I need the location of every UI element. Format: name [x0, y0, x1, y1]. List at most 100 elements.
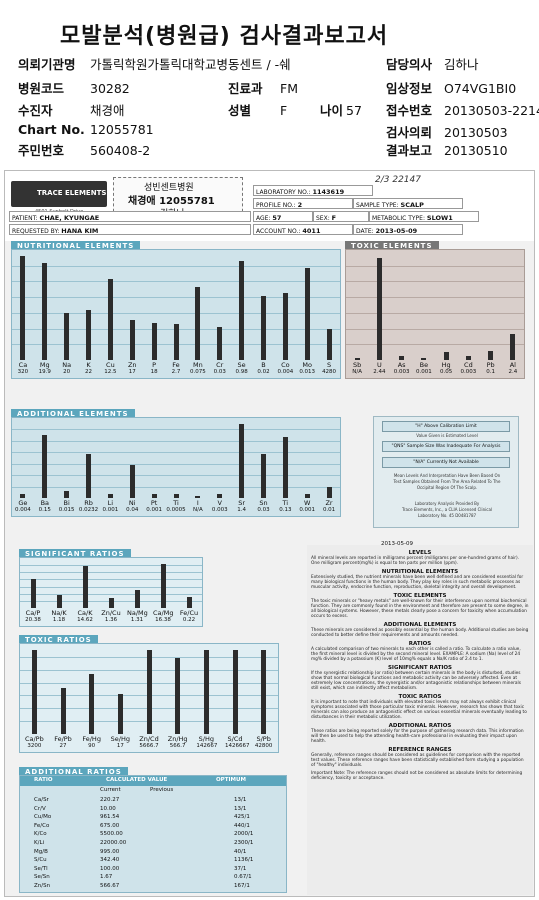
value-label: 0.0005 — [166, 507, 186, 513]
table-cell: 40/1 — [234, 848, 247, 855]
grid-line — [12, 265, 340, 267]
info-value: F — [280, 103, 288, 118]
info-label: 임상정보 — [386, 81, 433, 96]
bar-na-k — [56, 594, 62, 608]
table-cell: 13/1 — [234, 797, 247, 803]
info-field: 병원코드 30282 — [18, 78, 130, 97]
table-row: S/Cu 342.40 1136/1 — [20, 856, 286, 866]
category-label: Zn/Cu — [101, 609, 121, 617]
info-value: 가톨릭학원가톨릭대학교병동센트 / -쉐 — [90, 57, 291, 72]
bar-u — [376, 258, 382, 360]
value-label: 17 — [116, 743, 124, 749]
value-label: 2.44 — [373, 369, 386, 375]
notes-panel: LEVELS All mineral levels are reported i… — [307, 545, 533, 895]
table-cell: 2000/1 — [234, 831, 254, 838]
info-value: 57 — [346, 103, 362, 118]
metabolic-label: METABOLIC TYPE: — [372, 215, 425, 222]
info-value: O74VG1BI0 — [444, 81, 517, 96]
category-label: Ni — [128, 499, 136, 507]
category-label: Be — [419, 361, 429, 369]
value-label: 566.7 — [169, 743, 186, 749]
value-label: 142667 — [196, 743, 218, 749]
bar-fe-hg — [89, 673, 95, 734]
legend-na-text: "N/A" Currently Not Available — [413, 460, 479, 465]
value-label: 0.004 — [277, 369, 294, 375]
value-label: 2.7 — [171, 369, 181, 375]
date-cell: DATE: 2013-05-09 — [353, 224, 463, 235]
category-label: Fe/Hg — [82, 735, 101, 743]
legend-na: "N/A" Currently Not Available — [382, 457, 510, 468]
value-label: 1.31 — [130, 617, 144, 623]
bar-p — [151, 322, 157, 360]
value-label: 1426667 — [225, 743, 250, 749]
bar-ge — [20, 494, 26, 498]
additional-elements-chart: Ge 0.004 Ba 0.15 Bi 0.015 Rb 0.0232 Li 0.001 Ni 0.0… — [11, 417, 341, 517]
bar-s-cd — [232, 650, 238, 734]
bar-ca-pb — [31, 650, 37, 734]
age-label: AGE: — [256, 215, 271, 222]
table-cell: 342.40 — [100, 857, 120, 864]
toxic-elements-chart: Sb N/A U 2.44 As 0.003 Be 0.001 Hg 0.05 Cd 0.003 Pb 0… — [345, 249, 525, 379]
table-cell: 1.67 — [100, 874, 113, 881]
value-label: 0.013 — [299, 369, 316, 375]
value-label: N/A — [192, 507, 203, 513]
note-levels-text: All mineral levels are reported in milli… — [311, 556, 520, 566]
value-label: 0.13 — [279, 507, 292, 513]
info-value: 20130503-22147 — [444, 103, 539, 118]
bar-mo — [304, 268, 310, 360]
handwritten-note: 2/3 22147 — [375, 175, 421, 185]
value-label: 2.4 — [508, 369, 518, 375]
table-cell: 440/1 — [234, 822, 250, 829]
grid-line — [346, 344, 524, 346]
table-cell: 2300/1 — [234, 840, 254, 846]
category-label: Co — [281, 361, 290, 369]
bar-mg — [42, 263, 48, 360]
table-row: Cr/V 10.00 13/1 — [20, 805, 286, 815]
ratio-table-heading: OPTIMUM — [216, 777, 246, 783]
lab-no-value: 1143619 — [312, 188, 345, 196]
legend-mean-2: Test Samples Obtained From The Area Rela… — [393, 479, 501, 484]
category-label: V — [217, 499, 222, 507]
value-label: 0.075 — [189, 369, 206, 375]
info-label: 진료과 — [228, 81, 263, 96]
additional-ratios-table: RATIO CALCULATED VALUE OPTIMUM Current Previ… — [19, 775, 287, 893]
info-value: 12055781 — [90, 122, 154, 137]
note-additional-ratios-text: These ratios are being reported solely f… — [311, 729, 524, 744]
value-label: 0.1 — [486, 369, 495, 375]
toxic-ratios-chart: Ca/Pb 3200 Fe/Pb 27 Fe/Hg 90 Se/Hg 17 Zn/Cd 5666.… — [19, 643, 279, 753]
info-field: 검사의뢰 20130503 — [386, 122, 508, 141]
table-cell: 566.67 — [100, 883, 120, 889]
bar-co — [282, 293, 288, 360]
bar-fe-cu — [186, 597, 192, 608]
profile-value: 2 — [297, 201, 303, 209]
table-row: Se/Sn 1.67 0.67/1 — [20, 873, 286, 883]
category-label: Li — [107, 499, 114, 507]
legend-mean-3: Occipital Region Of The Scalp. — [416, 485, 478, 490]
category-label: Ba — [40, 499, 50, 507]
table-cell: Se/Sn — [34, 874, 50, 881]
category-label: Na/Mg — [127, 609, 148, 617]
category-label: Sn — [259, 499, 268, 507]
nutritional-elements-chart: Ca 320 Mg 19.9 Na 20 K 22 Cu 12.5 Zn 17 P 18 Fe 2.7 Mn 0.… — [11, 249, 341, 379]
note-additional-text: These minerals are considered as possibl… — [311, 628, 529, 638]
value-label: 20.38 — [25, 617, 41, 623]
category-label: S/Cd — [227, 735, 243, 743]
significant-ratios-chart: Ca/P 20.38 Na/K 1.18 Ca/K 14.62 Zn/Cu 1.36 Na/Mg… — [19, 557, 203, 627]
toxic-ratios-section-label: TOXIC RATIOS — [19, 635, 98, 645]
info-label: Chart No. — [18, 122, 85, 137]
note-reference-text: Generally, reference ranges should be co… — [311, 753, 524, 768]
category-label: Hg — [441, 361, 451, 369]
table-row: Ca/Sr 220.27 13/1 — [20, 796, 286, 806]
note-levels-heading: LEVELS — [408, 550, 432, 556]
sex-value: F — [331, 214, 337, 222]
info-field: 주민번호 560408-2 — [18, 140, 150, 159]
category-label: K — [86, 361, 91, 369]
info-field: 나이 57 — [320, 100, 362, 119]
sample-value: SCALP — [400, 201, 424, 209]
grid-line — [12, 440, 340, 442]
note-toxic-ratios-heading: TOXIC RATIOS — [398, 694, 442, 700]
value-label: 0.03 — [213, 369, 226, 375]
grid-line — [12, 463, 340, 465]
bar-zn-cd — [146, 650, 152, 734]
info-value: FM — [280, 81, 298, 96]
